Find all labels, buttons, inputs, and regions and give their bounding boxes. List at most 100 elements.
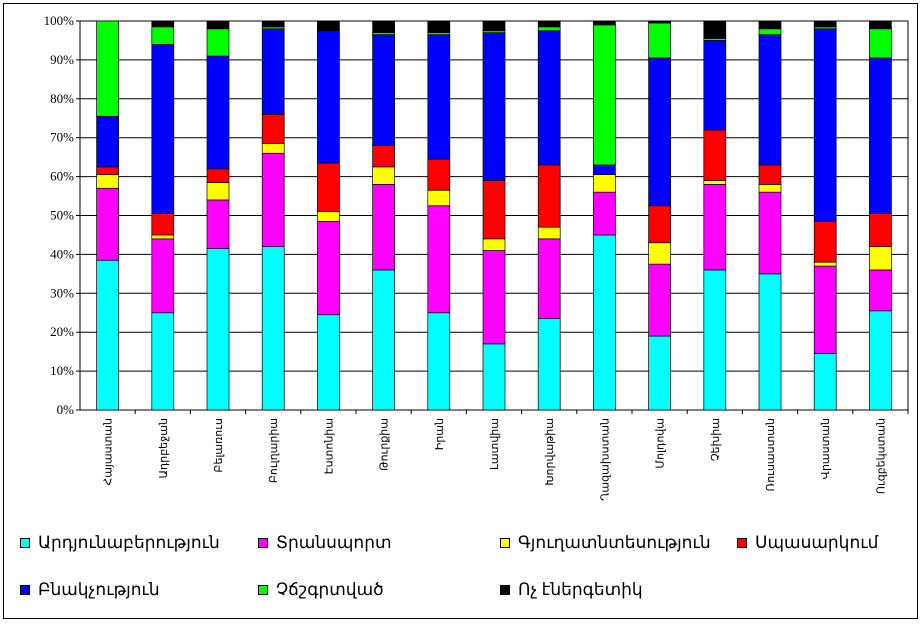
bar-segment (537, 238, 561, 319)
bar-segment (317, 162, 340, 212)
bar-segment (206, 182, 230, 201)
bar-segment (537, 30, 561, 166)
x-category-label: Հայաստան (103, 418, 115, 486)
bar-segment (703, 269, 727, 411)
x-category-label: Ուզբեկստան (875, 418, 887, 494)
bar-segment (648, 263, 671, 337)
x-category-label: Ռուսաստան (765, 418, 777, 492)
bar-segment (427, 158, 451, 191)
bar-segment (206, 20, 230, 30)
legend-swatch (20, 585, 30, 595)
bar-segment (869, 57, 892, 214)
legend-item: Չճշգրտված (258, 580, 384, 600)
bar-segment (427, 34, 451, 160)
bar-segment (427, 205, 451, 314)
bar-segment (813, 261, 837, 267)
bar-segment (813, 28, 837, 222)
x-category-label: Մոլդովա (655, 418, 667, 469)
bar-segment (758, 164, 782, 185)
bar-segment (758, 191, 782, 275)
bar-segment (648, 20, 671, 24)
bar-segment (372, 269, 395, 411)
y-tick-label: 80% (50, 91, 74, 106)
legend-label: Չճշգրտված (276, 580, 384, 599)
bar-segment (648, 242, 671, 265)
bar-segment (703, 180, 727, 185)
bar-segment (427, 189, 451, 207)
bar-segment (317, 220, 340, 316)
bar-segment (813, 265, 837, 354)
bar-segment (96, 259, 119, 411)
bar-segment (703, 184, 727, 271)
legend-swatch (258, 585, 268, 595)
y-tick-label: 60% (50, 169, 74, 184)
bar-segment (482, 238, 506, 251)
bar-segment (372, 20, 395, 34)
bar-segment (537, 318, 561, 411)
bar-segment (537, 226, 561, 240)
legend-item: Տրանսպորտ (258, 533, 392, 553)
legend-swatch (737, 538, 747, 548)
bar-segment (206, 248, 230, 411)
legend-label: Բնակչություն (38, 580, 160, 599)
bar-segment (813, 20, 837, 28)
x-category-label: Խորվաթիա (544, 418, 556, 486)
bar-segment (482, 250, 506, 345)
y-tick-label: 0% (57, 402, 75, 417)
bar-segment (758, 34, 782, 166)
bar-segment (96, 187, 119, 261)
bar-segment (96, 166, 119, 176)
y-tick-label: 20% (50, 324, 74, 339)
bar-segment (758, 273, 782, 411)
bar-segment (648, 335, 671, 411)
legend-item: Բնակչություն (20, 580, 160, 600)
bar-segment (537, 26, 561, 32)
bar-segment (317, 211, 340, 222)
bar-segment (372, 166, 395, 185)
y-tick-label: 100% (44, 13, 75, 28)
bar-segment (261, 152, 285, 247)
bar-segment (593, 24, 616, 166)
x-category-label: Էստոնիա (323, 418, 335, 474)
bar-segment (593, 164, 616, 176)
bar-segment (96, 20, 119, 117)
bar-segment (482, 343, 506, 411)
bar-segment (482, 32, 506, 181)
bar-segment (151, 238, 175, 314)
legend-swatch (258, 538, 268, 548)
bar-segment (427, 20, 451, 34)
bar-segment (703, 40, 727, 131)
bar-segment (813, 220, 837, 263)
legend-item: Արդյունաբերություն (20, 533, 220, 553)
bar-segment (648, 22, 671, 59)
bar-segment (758, 184, 782, 193)
bar-segment (593, 174, 616, 193)
bar-segment (427, 312, 451, 411)
bar-segment (151, 312, 175, 411)
bar-segment (96, 174, 119, 189)
legend-item: Ոչ էներգետիկ (500, 580, 643, 600)
bar-segment (261, 246, 285, 411)
x-category-label: Բուլղարիա (268, 418, 280, 483)
bar-segment (703, 20, 727, 39)
bar-segment (261, 28, 285, 115)
bar-segment (261, 143, 285, 154)
legend-label: Գյուղատնտեսություն (518, 533, 711, 552)
bar-segment (317, 314, 340, 411)
bar-segment (151, 20, 175, 28)
bar-segment (869, 269, 892, 312)
bar-segment (261, 20, 285, 28)
bar-segment (206, 28, 230, 57)
bar-segment (372, 145, 395, 168)
bar-segment (648, 57, 671, 207)
x-category-label: Վրաստան (820, 418, 832, 479)
bar-segment (648, 205, 671, 244)
x-category-label: Իրան (434, 418, 446, 450)
y-tick-label: 70% (50, 130, 74, 145)
bar-segment (593, 191, 616, 236)
bar-segment (537, 164, 561, 228)
x-category-label: Բելառուս (213, 418, 225, 473)
bar-segment (869, 28, 892, 59)
bar-segment (869, 310, 892, 411)
